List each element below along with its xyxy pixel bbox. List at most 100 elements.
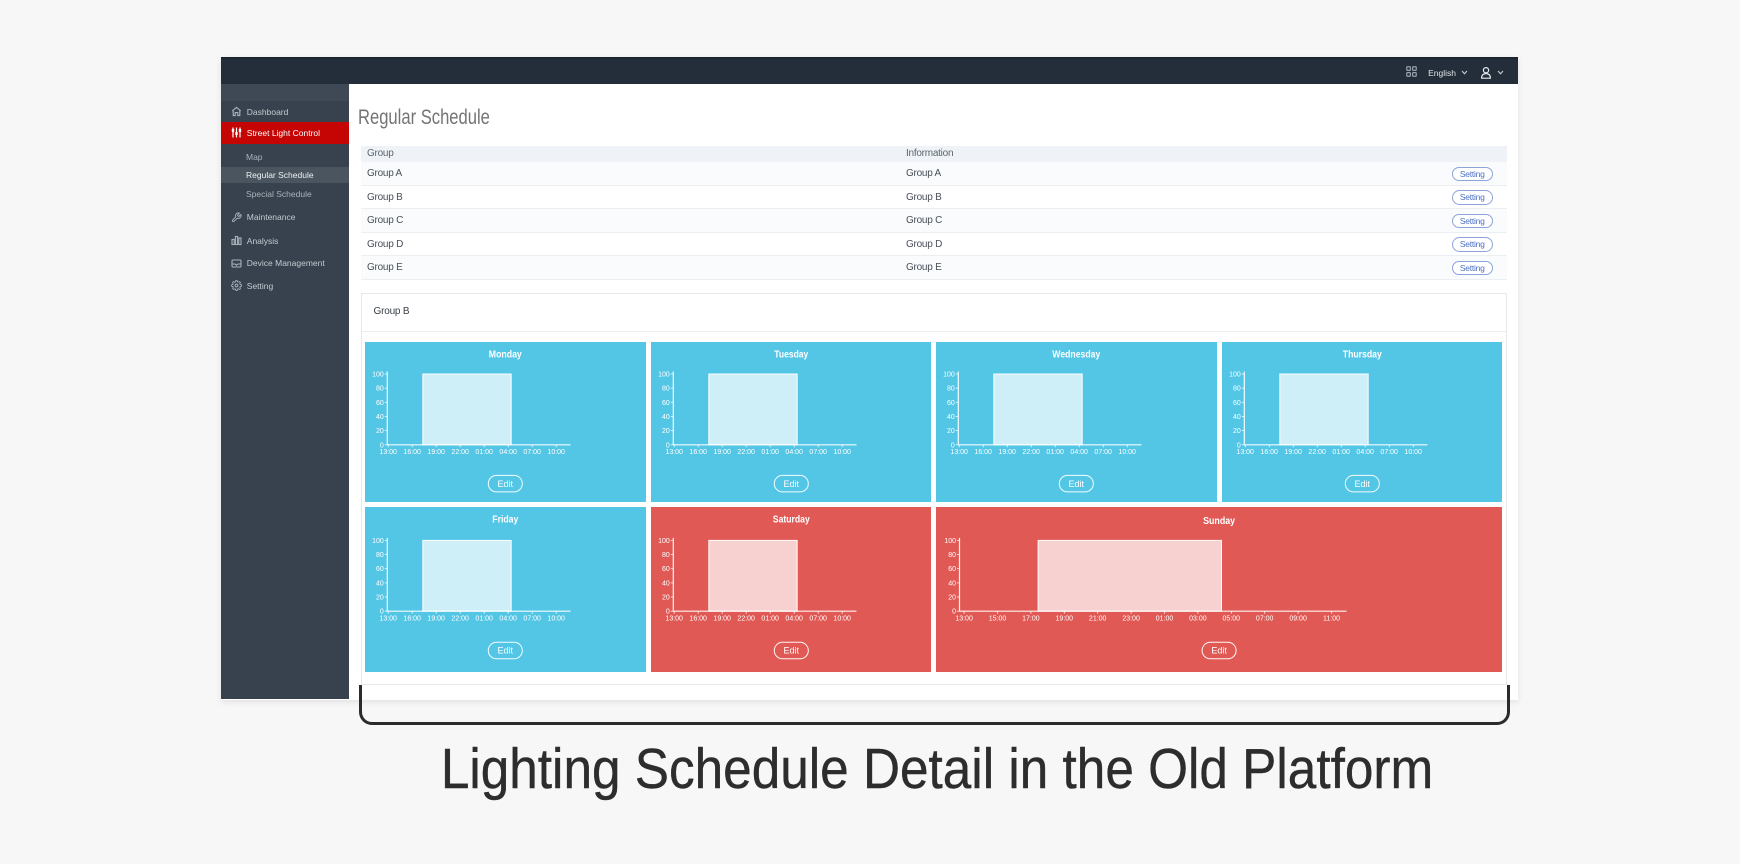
svg-text:Edit: Edit	[1212, 646, 1228, 656]
svg-text:60: 60	[376, 400, 384, 407]
svg-text:19:00: 19:00	[427, 616, 445, 623]
svg-text:04:00: 04:00	[1071, 449, 1089, 456]
svg-text:22:00: 22:00	[737, 616, 755, 623]
svg-text:Tuesday: Tuesday	[774, 350, 808, 361]
svg-text:20: 20	[376, 595, 384, 602]
svg-text:10:00: 10:00	[547, 449, 565, 456]
svg-text:80: 80	[662, 552, 670, 559]
svg-text:60: 60	[376, 566, 384, 573]
svg-text:13:00: 13:00	[1236, 449, 1254, 456]
svg-text:22:00: 22:00	[451, 616, 469, 623]
svg-text:07:00: 07:00	[1256, 616, 1274, 623]
svg-text:Friday: Friday	[492, 515, 518, 526]
svg-text:20: 20	[1233, 428, 1241, 435]
svg-text:22:00: 22:00	[737, 449, 755, 456]
svg-text:01:00: 01:00	[475, 616, 493, 623]
svg-text:0: 0	[380, 442, 384, 449]
svg-text:16:00: 16:00	[1260, 449, 1278, 456]
svg-text:10:00: 10:00	[833, 449, 851, 456]
svg-text:40: 40	[662, 414, 670, 421]
svg-text:13:00: 13:00	[665, 616, 683, 623]
svg-text:11:00: 11:00	[1323, 616, 1340, 623]
svg-text:60: 60	[1233, 400, 1241, 407]
svg-text:100: 100	[1229, 372, 1241, 379]
svg-text:Edit: Edit	[783, 646, 799, 656]
svg-text:07:00: 07:00	[809, 616, 827, 623]
svg-text:60: 60	[662, 566, 670, 573]
svg-text:Edit: Edit	[783, 479, 799, 489]
svg-text:80: 80	[376, 552, 384, 559]
svg-text:13:00: 13:00	[379, 449, 397, 456]
svg-text:0: 0	[380, 609, 384, 616]
svg-text:16:00: 16:00	[403, 616, 421, 623]
svg-text:40: 40	[376, 414, 384, 421]
svg-text:16:00: 16:00	[975, 449, 993, 456]
svg-text:01:00: 01:00	[475, 449, 493, 456]
svg-text:04:00: 04:00	[785, 449, 803, 456]
svg-text:Edit: Edit	[1069, 479, 1085, 489]
svg-text:04:00: 04:00	[499, 449, 517, 456]
svg-text:01:00: 01:00	[761, 449, 779, 456]
svg-text:100: 100	[658, 372, 670, 379]
svg-text:05:00: 05:00	[1223, 616, 1241, 623]
svg-text:19:00: 19:00	[713, 449, 731, 456]
svg-text:100: 100	[372, 372, 384, 379]
svg-text:01:00: 01:00	[761, 616, 779, 623]
svg-text:19:00: 19:00	[1284, 449, 1302, 456]
svg-text:04:00: 04:00	[785, 616, 803, 623]
svg-text:0: 0	[1237, 442, 1241, 449]
svg-text:22:00: 22:00	[1308, 449, 1326, 456]
svg-text:40: 40	[662, 580, 670, 587]
svg-text:13:00: 13:00	[665, 449, 683, 456]
svg-text:01:00: 01:00	[1332, 449, 1350, 456]
svg-text:19:00: 19:00	[713, 616, 731, 623]
svg-text:80: 80	[662, 386, 670, 393]
svg-text:Thursday: Thursday	[1343, 350, 1382, 361]
svg-text:Wednesday: Wednesday	[1052, 350, 1100, 361]
svg-text:40: 40	[1233, 414, 1241, 421]
svg-text:0: 0	[951, 442, 955, 449]
svg-text:03:00: 03:00	[1189, 616, 1207, 623]
svg-text:100: 100	[943, 372, 955, 379]
svg-text:100: 100	[372, 538, 384, 545]
svg-text:0: 0	[952, 609, 956, 616]
svg-text:40: 40	[376, 580, 384, 587]
svg-text:20: 20	[947, 428, 955, 435]
svg-text:19:00: 19:00	[999, 449, 1017, 456]
svg-text:20: 20	[948, 595, 956, 602]
svg-text:10:00: 10:00	[833, 616, 851, 623]
svg-text:0: 0	[665, 609, 669, 616]
svg-text:Saturday: Saturday	[772, 515, 809, 526]
svg-text:07:00: 07:00	[523, 449, 541, 456]
svg-text:07:00: 07:00	[523, 616, 541, 623]
svg-text:0: 0	[665, 442, 669, 449]
svg-text:100: 100	[658, 538, 670, 545]
svg-text:16:00: 16:00	[689, 449, 707, 456]
svg-text:16:00: 16:00	[403, 449, 421, 456]
svg-text:01:00: 01:00	[1156, 616, 1174, 623]
svg-text:20: 20	[662, 428, 670, 435]
svg-text:80: 80	[1233, 386, 1241, 393]
svg-text:19:00: 19:00	[427, 449, 445, 456]
svg-text:20: 20	[376, 428, 384, 435]
svg-text:22:00: 22:00	[1023, 449, 1041, 456]
svg-text:01:00: 01:00	[1047, 449, 1065, 456]
svg-text:10:00: 10:00	[1119, 449, 1137, 456]
svg-text:23:00: 23:00	[1123, 616, 1141, 623]
svg-text:60: 60	[948, 566, 956, 573]
svg-text:Sunday: Sunday	[1203, 516, 1235, 527]
svg-text:13:00: 13:00	[951, 449, 969, 456]
svg-text:22:00: 22:00	[451, 449, 469, 456]
svg-text:80: 80	[948, 552, 956, 559]
svg-text:07:00: 07:00	[1380, 449, 1398, 456]
svg-text:04:00: 04:00	[1356, 449, 1374, 456]
svg-text:10:00: 10:00	[1404, 449, 1422, 456]
svg-text:80: 80	[376, 386, 384, 393]
svg-text:19:00: 19:00	[1056, 616, 1074, 623]
svg-text:10:00: 10:00	[547, 616, 565, 623]
svg-text:07:00: 07:00	[809, 449, 827, 456]
svg-text:09:00: 09:00	[1290, 616, 1308, 623]
svg-text:16:00: 16:00	[689, 616, 707, 623]
svg-text:13:00: 13:00	[956, 616, 974, 623]
svg-text:13:00: 13:00	[379, 616, 397, 623]
